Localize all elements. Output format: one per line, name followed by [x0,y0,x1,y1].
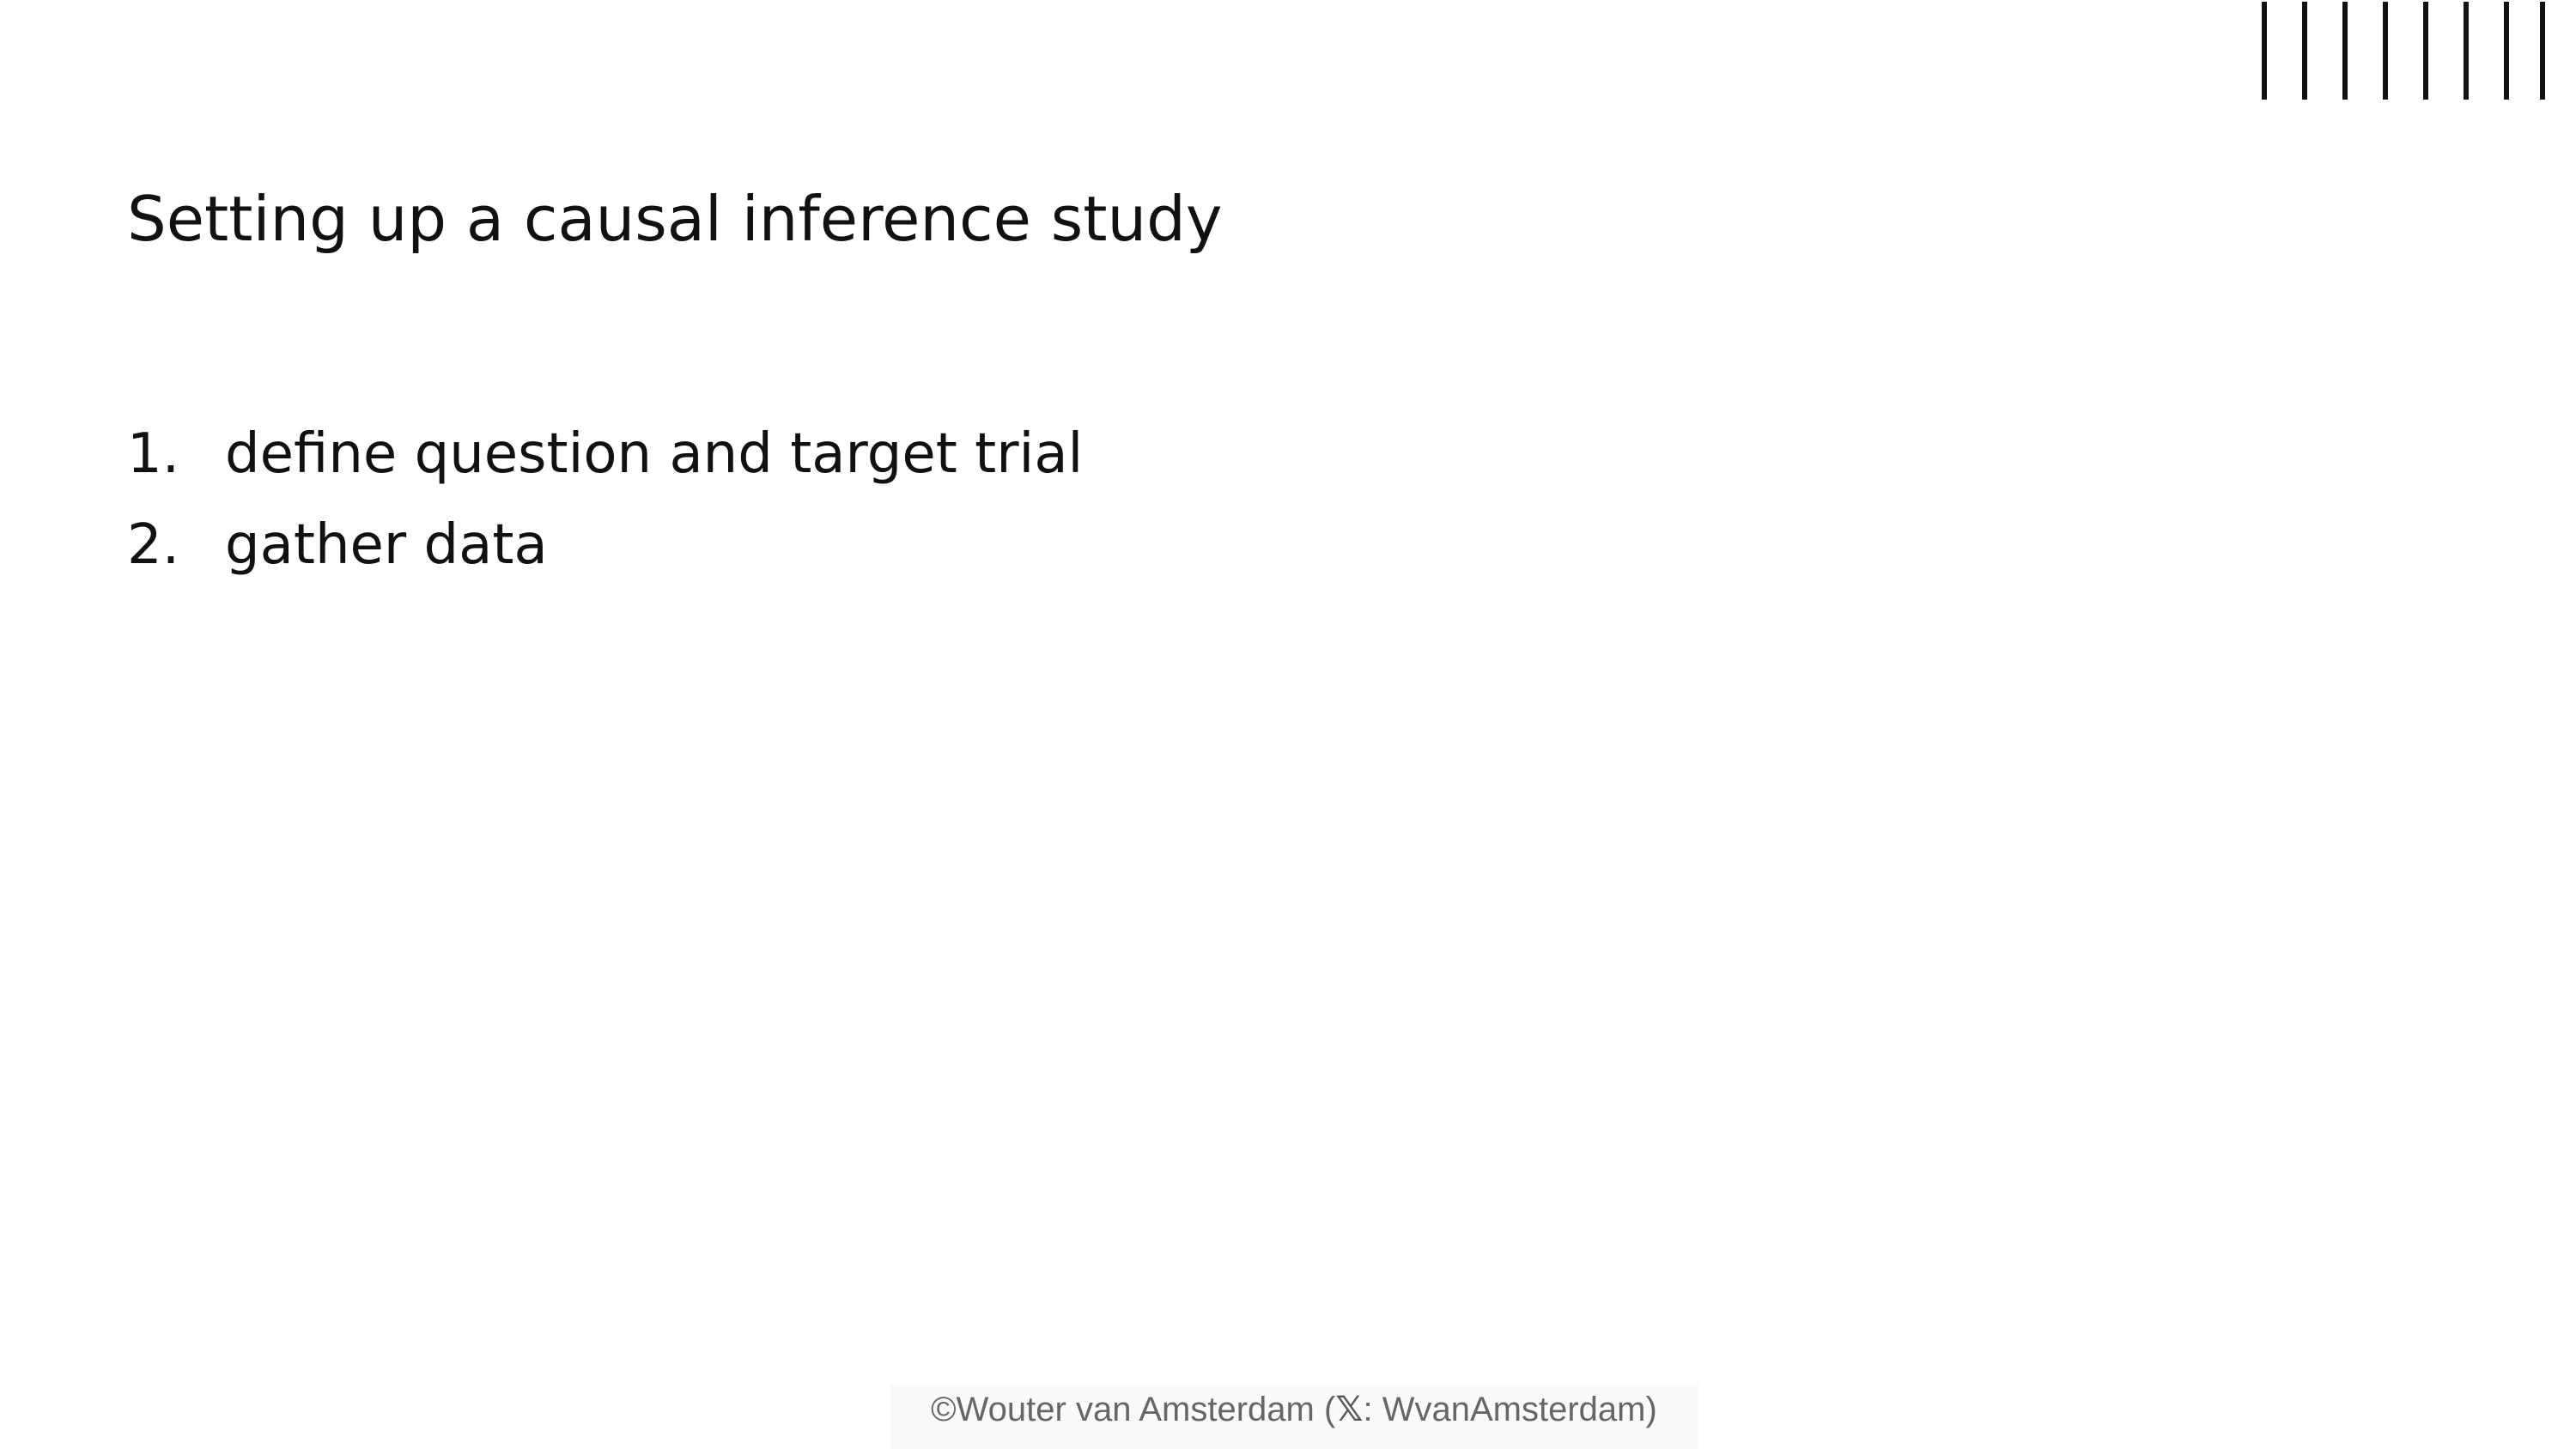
decor-line [2342,2,2348,100]
decor-line [2423,2,2428,100]
footer-suffix: : WvanAmsterdam) [1363,1391,1657,1428]
slide-title: Setting up a causal inference study [127,183,1223,255]
decor-line [2262,2,2267,100]
footer-prefix: ©Wouter van Amsterdam ( [931,1391,1336,1428]
x-logo-icon: 𝕏 [1335,1390,1364,1429]
list-item: 1. define question and target trial [127,409,1083,500]
decorative-vertical-lines [2262,0,2545,101]
decor-line [2504,2,2509,100]
decor-line [2464,2,2469,100]
list-item-number: 2. [127,513,180,577]
copyright-footer: ©Wouter van Amsterdam (𝕏: WvanAmsterdam) [890,1384,1698,1449]
decor-line [2540,2,2545,100]
list-item: 2. gather data [127,500,1083,591]
decor-line [2302,2,2307,100]
list-item-number: 1. [127,422,180,486]
list-item-text: gather data [225,513,548,577]
list-item-text: define question and target trial [225,422,1084,486]
steps-list: 1. define question and target trial 2. g… [127,409,1083,591]
decor-line [2383,2,2388,100]
